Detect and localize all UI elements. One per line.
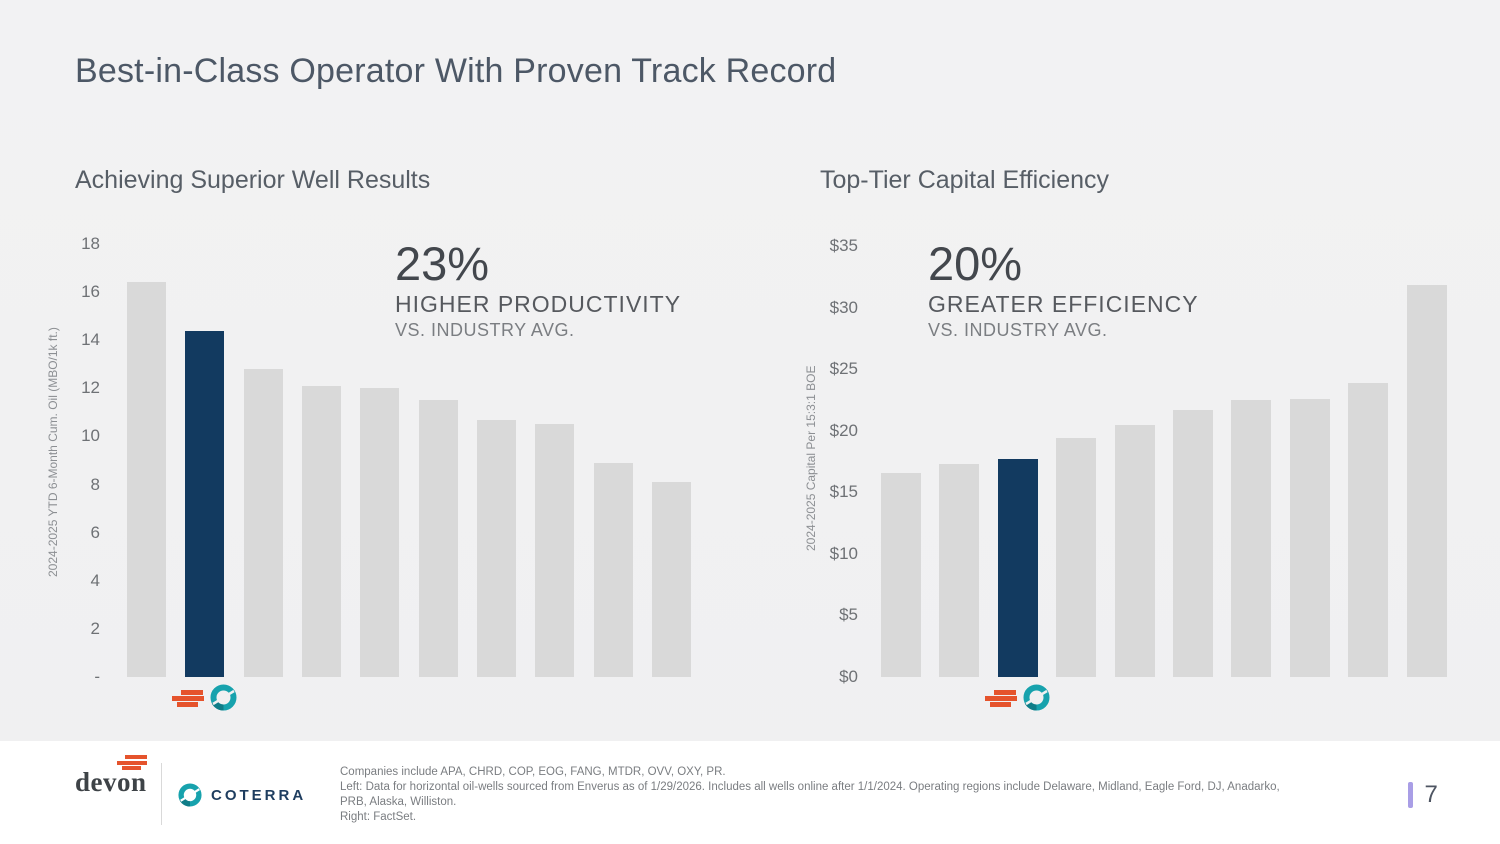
y-tick-label: 4	[90, 570, 100, 590]
highlight-bar	[997, 459, 1038, 677]
footnote-line: Companies include APA, CHRD, COP, EOG, F…	[340, 766, 726, 778]
bar	[593, 462, 633, 677]
y-tick-label: 14	[81, 330, 100, 350]
y-tick-label: 12	[81, 378, 100, 398]
y-tick-label: $10	[829, 543, 858, 563]
right-callout-line2: VS. INDUSTRY AVG.	[928, 320, 1108, 340]
footer-divider	[161, 763, 162, 825]
devon-coterra-marker	[171, 684, 238, 716]
page-number: 7	[1424, 781, 1438, 808]
left-callout-stat: 23%	[395, 237, 490, 290]
footnote-line: Right: FactSet.	[340, 811, 417, 823]
right-chart-title: Top-Tier Capital Efficiency	[820, 166, 1110, 194]
page-accent-bar	[1408, 782, 1413, 808]
bar	[1231, 399, 1272, 677]
coterra-logo: COTERRA	[178, 783, 306, 807]
y-tick-label: 2	[90, 618, 100, 638]
y-tick-label: -	[94, 667, 100, 686]
footnotes: Companies include APA, CHRD, COP, EOG, F…	[340, 765, 1280, 825]
right-callout-stat: 20%	[928, 237, 1023, 290]
highlight-bar	[185, 330, 225, 677]
devon-coterra-marker	[984, 684, 1051, 716]
bar	[476, 419, 516, 677]
y-tick-label: $25	[829, 359, 858, 379]
right-callout: 20% GREATER EFFICIENCY VS. INDUSTRY AVG.	[928, 240, 1199, 341]
page-title: Best-in-Class Operator With Proven Track…	[75, 52, 837, 90]
bar	[1289, 398, 1330, 677]
coterra-wordmark: COTERRA	[211, 786, 307, 804]
devon-stripes-icon	[171, 690, 206, 708]
coterra-ring-icon	[210, 684, 237, 716]
y-tick-label: $20	[829, 420, 858, 440]
y-tick-label: 10	[81, 426, 100, 446]
bar	[127, 282, 166, 677]
left-callout-line2: VS. INDUSTRY AVG.	[395, 320, 575, 340]
bar	[360, 388, 400, 677]
bar	[939, 463, 980, 677]
y-tick-label: $35	[829, 236, 858, 255]
page-number-block: 7	[1408, 781, 1438, 809]
bar	[418, 400, 458, 677]
footnote-line: PRB, Alaska, Williston.	[340, 796, 457, 808]
y-tick-label: $0	[839, 667, 858, 686]
y-tick-label: $15	[829, 482, 858, 502]
devon-stripes-icon	[117, 755, 147, 772]
y-tick-label: 16	[81, 282, 100, 302]
right-callout-line1: GREATER EFFICIENCY	[928, 291, 1199, 317]
bar	[1406, 285, 1447, 677]
footnote-line: Left: Data for horizontal oil-wells sour…	[340, 781, 1280, 793]
bar	[1348, 382, 1389, 677]
right-y-axis-label: 2024-2025 Capital Per 15:3:1 BOE	[804, 365, 818, 551]
bar	[243, 369, 283, 677]
coterra-ring-icon	[1023, 684, 1050, 716]
bar	[1056, 438, 1097, 677]
y-tick-label: 18	[81, 233, 100, 253]
bar	[1114, 424, 1155, 677]
footer: devon COTERRA Companies include APA, CHR…	[0, 741, 1500, 844]
devon-wordmark: devon	[75, 767, 147, 797]
devon-stripes-icon	[984, 690, 1019, 708]
bar	[881, 472, 921, 677]
left-callout: 23% HIGHER PRODUCTIVITY VS. INDUSTRY AVG…	[395, 240, 681, 341]
bar	[301, 385, 341, 677]
left-chart-title: Achieving Superior Well Results	[75, 166, 431, 194]
coterra-ring-icon	[178, 783, 202, 807]
y-tick-label: 6	[90, 522, 100, 542]
bar	[1173, 409, 1213, 677]
y-tick-label: 8	[90, 474, 100, 494]
y-tick-label: $5	[839, 605, 858, 625]
left-callout-line1: HIGHER PRODUCTIVITY	[395, 291, 682, 317]
y-tick-label: $30	[829, 297, 858, 317]
bar	[535, 424, 575, 677]
devon-logo: devon	[75, 755, 147, 801]
bar	[651, 482, 691, 677]
